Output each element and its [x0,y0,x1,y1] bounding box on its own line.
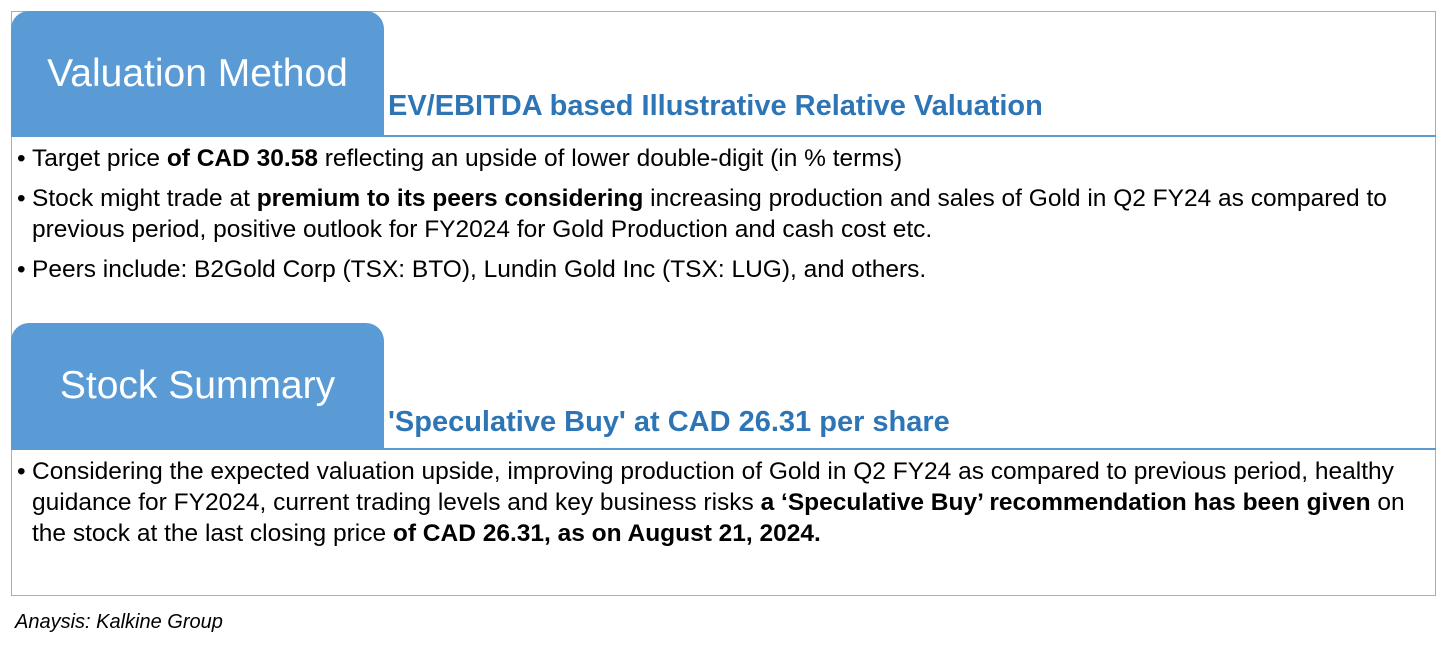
source-footnote: Anaysis: Kalkine Group [15,611,223,633]
valuation-bullet-list: Target price of CAD 30.58 reflecting an … [17,143,1427,294]
valuation-method-tab: Valuation Method [11,11,384,136]
list-item: Stock might trade at premium to its peer… [17,183,1427,245]
summary-divider [11,448,1436,450]
valuation-subtitle: EV/EBITDA based Illustrative Relative Va… [388,90,1043,122]
content-frame [11,11,1436,596]
list-item: Target price of CAD 30.58 reflecting an … [17,143,1427,174]
valuation-divider [11,135,1436,137]
stock-summary-heading: Stock Summary [59,363,336,407]
list-item: Considering the expected valuation upsid… [17,456,1427,549]
stock-summary-tab: Stock Summary [11,323,384,448]
summary-bullet-list: Considering the expected valuation upsid… [17,456,1427,558]
summary-subtitle: 'Speculative Buy' at CAD 26.31 per share [388,406,950,438]
list-item: Peers include: B2Gold Corp (TSX: BTO), L… [17,254,1427,285]
valuation-method-heading: Valuation Method [47,51,348,95]
